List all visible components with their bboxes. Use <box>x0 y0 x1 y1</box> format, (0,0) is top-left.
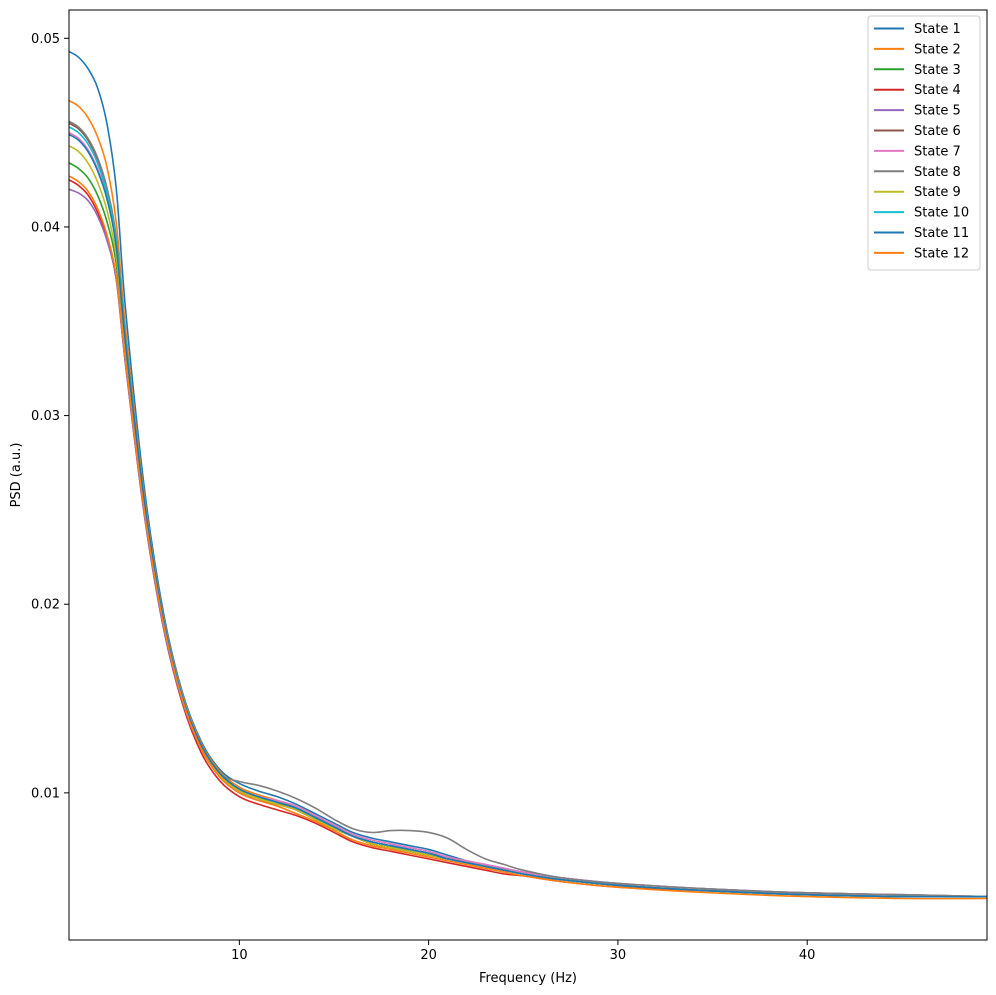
y-axis-ticks: 0.01 0.02 0.03 0.04 0.05 <box>31 32 69 801</box>
plot-area <box>69 10 987 940</box>
legend-label: State 6 <box>914 124 961 139</box>
legend-label: State 8 <box>914 165 961 180</box>
series-layer <box>69 50 987 900</box>
x-tick-label: 20 <box>420 948 437 963</box>
legend-label: State 10 <box>914 206 969 221</box>
plot-frame <box>68 9 988 941</box>
x-tick-label: 40 <box>799 948 816 963</box>
y-tick-label: 0.02 <box>31 598 60 613</box>
legend-label: State 12 <box>914 246 969 261</box>
x-axis-ticks: 10 20 30 40 <box>231 940 815 963</box>
legend-box <box>867 15 981 271</box>
legend-label: State 11 <box>914 226 969 241</box>
y-tick-label: 0.01 <box>31 786 60 801</box>
series-line-state-12 <box>69 175 987 900</box>
y-tick-label: 0.03 <box>31 409 60 424</box>
legend-label: State 9 <box>914 185 961 200</box>
legend-label: State 5 <box>914 104 961 119</box>
series-line-state-11 <box>69 133 987 898</box>
legend-label: State 3 <box>914 63 961 78</box>
x-tick-label: 30 <box>610 948 627 963</box>
legend: State 1 State 2 State 3 State 4 State 5 State… <box>867 15 981 271</box>
legend-label: State 1 <box>914 22 961 37</box>
y-tick-label: 0.04 <box>31 220 60 235</box>
legend-label: State 2 <box>914 42 961 57</box>
legend-label: State 4 <box>914 83 961 98</box>
legend-label: State 7 <box>914 144 961 159</box>
x-tick-label: 10 <box>231 948 248 963</box>
y-axis-label: PSD (a.u.) <box>9 443 24 508</box>
y-tick-label: 0.05 <box>31 32 60 47</box>
x-axis-label: Frequency (Hz) <box>479 971 577 986</box>
